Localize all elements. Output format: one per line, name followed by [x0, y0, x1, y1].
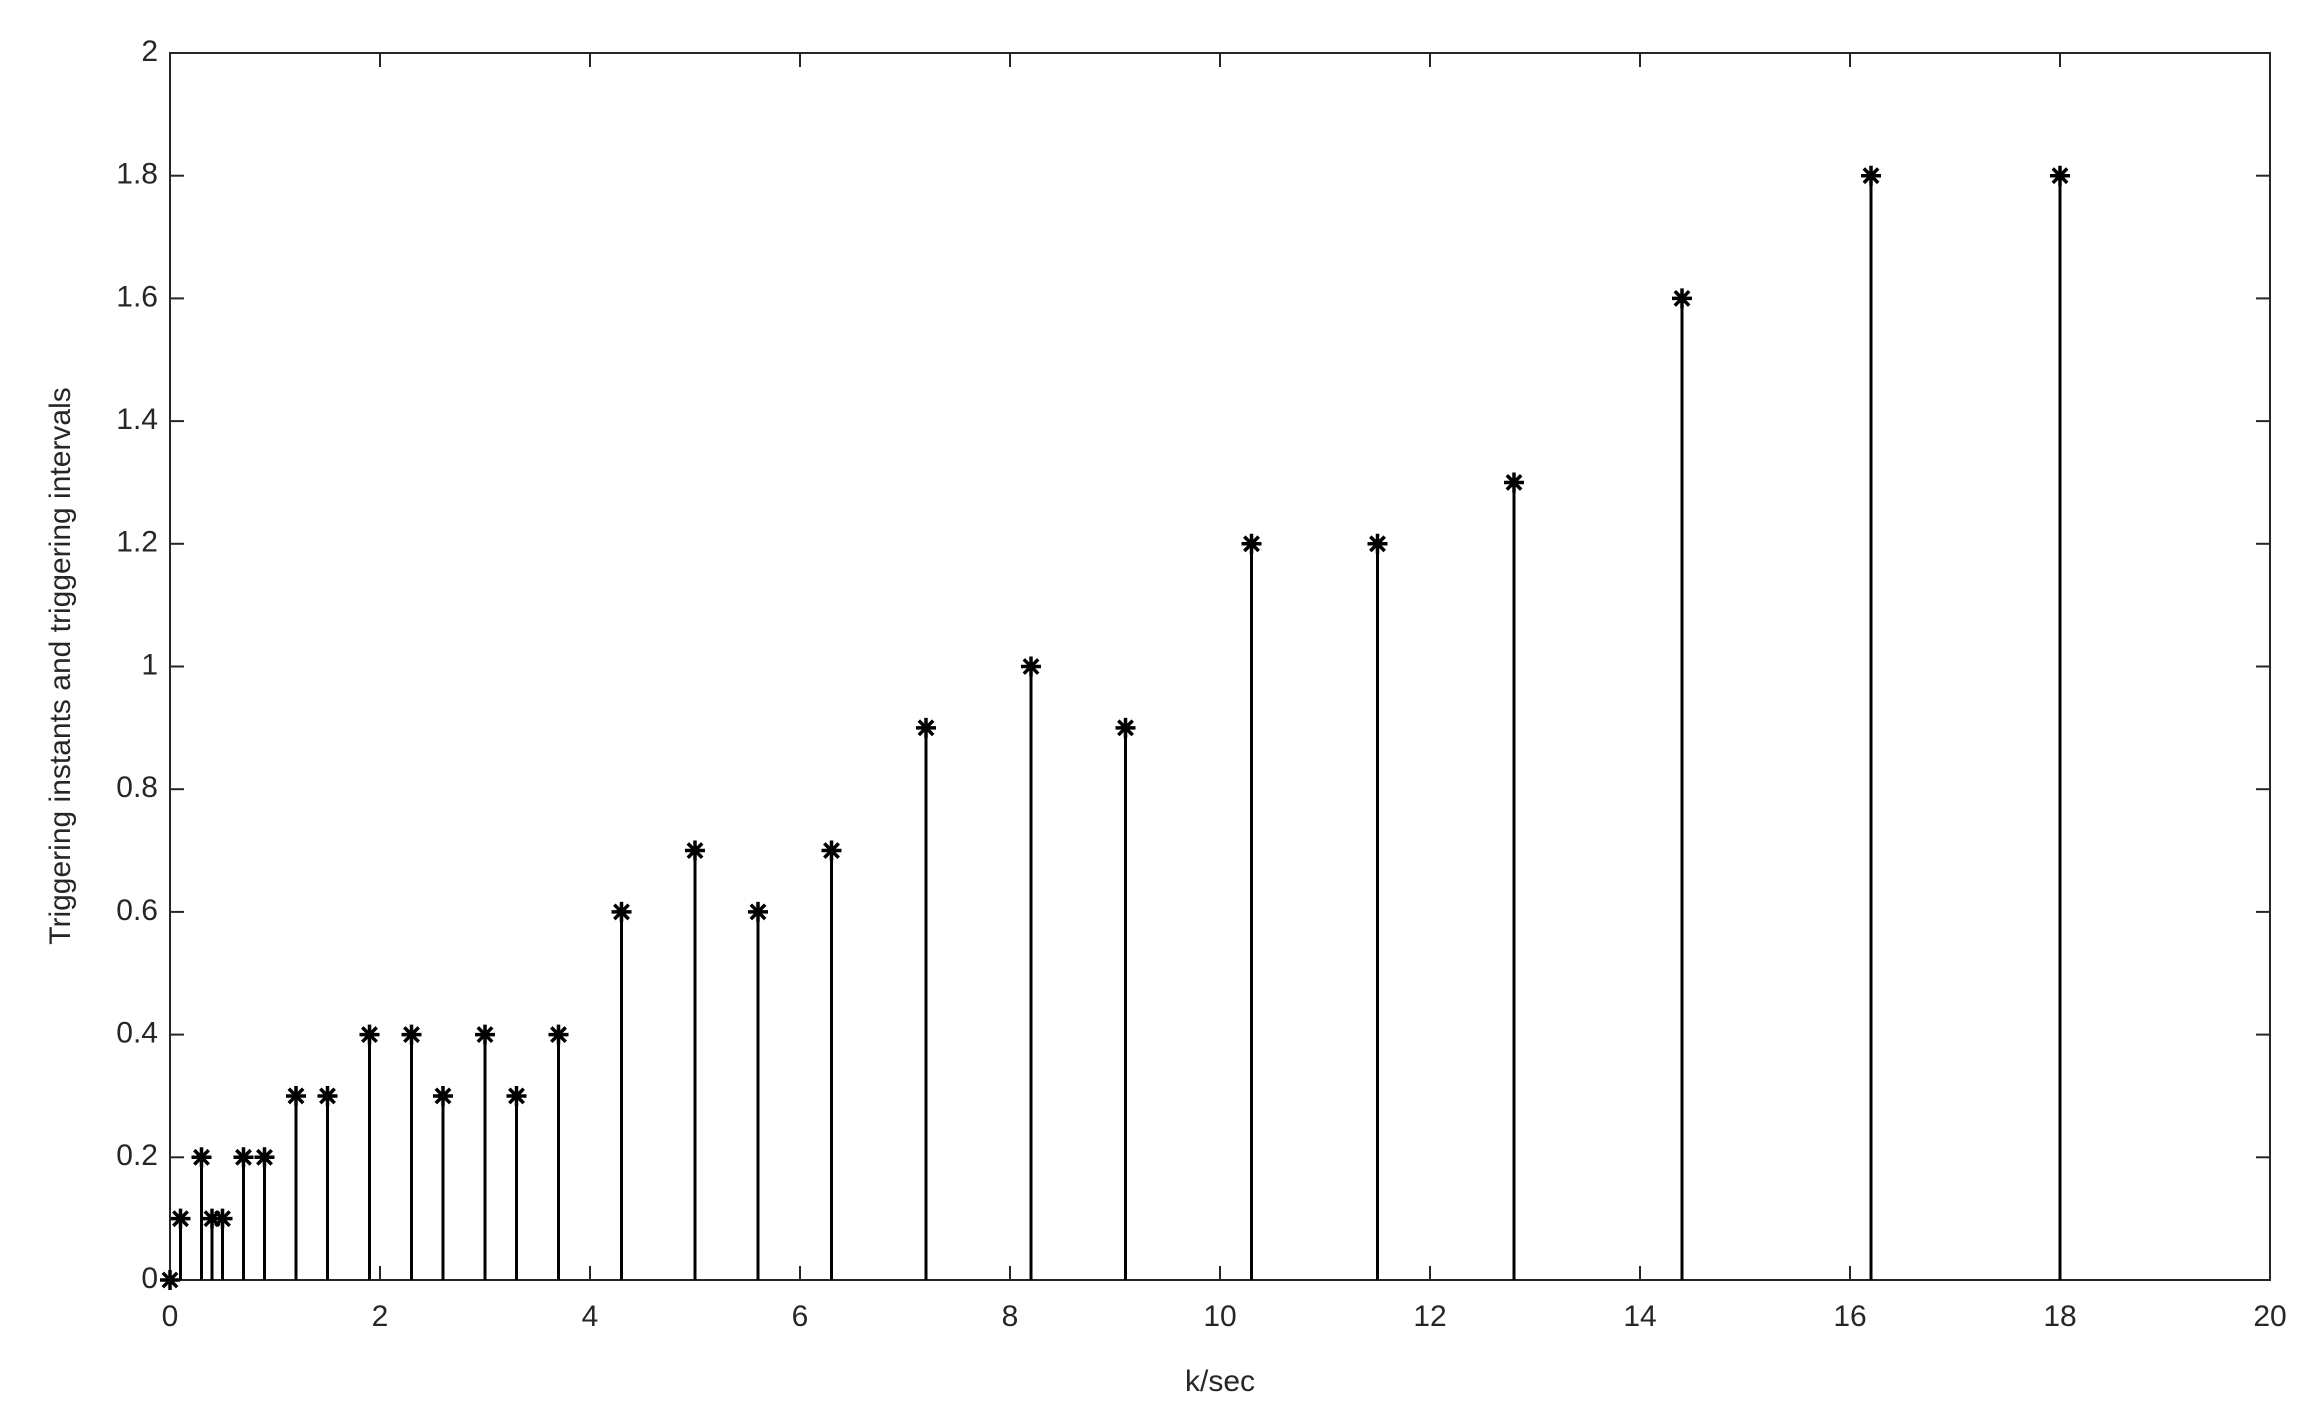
marker: [685, 840, 705, 861]
marker: [548, 1024, 569, 1045]
y-tick-label: 0.8: [116, 771, 158, 804]
x-tick-label: 2: [372, 1300, 389, 1333]
x-tick-label: 12: [1413, 1300, 1446, 1333]
marker: [401, 1024, 422, 1045]
y-tick-label: 0.2: [116, 1139, 158, 1172]
marker: [170, 1208, 191, 1229]
x-tick-label: 20: [2253, 1300, 2286, 1333]
marker: [1021, 656, 1041, 677]
x-tick-label: 14: [1623, 1300, 1656, 1333]
y-tick-label: 1.8: [116, 158, 158, 191]
marker: [160, 1270, 180, 1290]
x-tick-label: 4: [582, 1300, 599, 1333]
x-tick-label: 18: [2043, 1300, 2076, 1333]
marker: [212, 1208, 233, 1229]
marker: [433, 1085, 453, 1106]
marker: [1672, 288, 1692, 309]
marker: [506, 1085, 527, 1106]
y-tick-label: 1.4: [116, 403, 158, 436]
x-axis-label: k/sec: [1185, 1365, 1255, 1398]
marker: [1861, 165, 1881, 186]
marker: [748, 901, 768, 922]
marker: [916, 717, 936, 738]
marker: [1504, 472, 1524, 493]
marker: [611, 901, 632, 922]
marker: [1115, 717, 1136, 738]
marker: [475, 1024, 495, 1045]
x-tick-label: 6: [792, 1300, 809, 1333]
x-tick-label: 0: [162, 1300, 179, 1333]
marker: [254, 1147, 275, 1168]
marker: [233, 1147, 254, 1168]
marker: [1241, 533, 1262, 554]
marker: [202, 1208, 222, 1229]
marker: [359, 1024, 380, 1045]
marker: [821, 840, 842, 861]
y-tick-label: 2: [141, 35, 158, 68]
x-tick-label: 16: [1833, 1300, 1866, 1333]
y-tick-label: 1.2: [116, 526, 158, 559]
y-tick-label: 0.4: [116, 1017, 158, 1050]
y-tick-label: 0.6: [116, 894, 158, 927]
marker: [191, 1147, 212, 1168]
marker: [317, 1085, 338, 1106]
marker: [1367, 533, 1388, 554]
marker: [2050, 165, 2070, 186]
x-tick-label: 10: [1203, 1300, 1236, 1333]
y-tick-label: 0: [141, 1262, 158, 1295]
x-tick-label: 8: [1002, 1300, 1019, 1333]
y-axis-label: Triggering instants and triggering inter…: [44, 387, 77, 945]
y-tick-label: 1: [141, 648, 158, 681]
marker: [286, 1085, 306, 1106]
y-tick-label: 1.6: [116, 280, 158, 313]
